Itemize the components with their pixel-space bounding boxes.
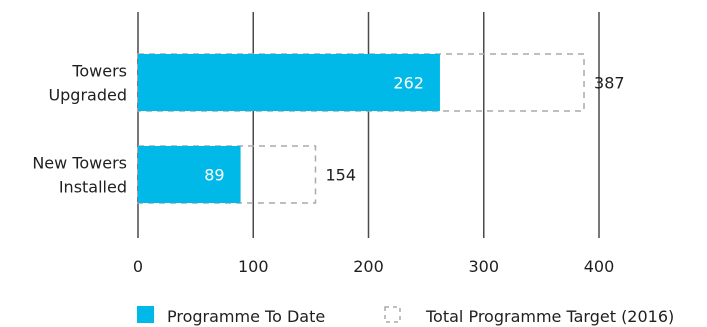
x-tick-label-200: 200 (353, 257, 384, 276)
value-label-actual-1: 89 (204, 166, 224, 185)
legend-swatch-total-programme-target (384, 306, 401, 323)
x-axis-ticks: 0 100 200 300 400 (133, 257, 614, 276)
legend-label-programme-to-date: Programme To Date (167, 307, 325, 326)
x-tick-label-300: 300 (468, 257, 499, 276)
category-label-0-line-1: Upgraded (48, 86, 127, 105)
category-label-1-line-1: Installed (59, 178, 127, 197)
legend-swatch-programme-to-date (137, 306, 154, 323)
x-tick-label-400: 400 (584, 257, 615, 276)
x-tick-label-0: 0 (133, 257, 143, 276)
value-label-actual-0: 262 (393, 74, 424, 93)
value-label-target-1: 154 (325, 166, 356, 185)
value-label-target-0: 387 (594, 74, 625, 93)
bars: 262 387 89 154 (137, 53, 625, 204)
bar-actual-1 (138, 146, 241, 203)
category-label-1-line-0: New Towers (32, 154, 127, 173)
legend-label-total-programme-target: Total Programme Target (2016) (425, 307, 674, 326)
gridlines (137, 12, 600, 238)
bar-actual-0 (138, 54, 440, 111)
x-tick-label-100: 100 (238, 257, 269, 276)
category-label-0-line-0: Towers (71, 62, 127, 81)
legend: Programme To Date Total Programme Target… (137, 306, 674, 326)
category-labels: Towers Upgraded New Towers Installed (32, 62, 127, 197)
